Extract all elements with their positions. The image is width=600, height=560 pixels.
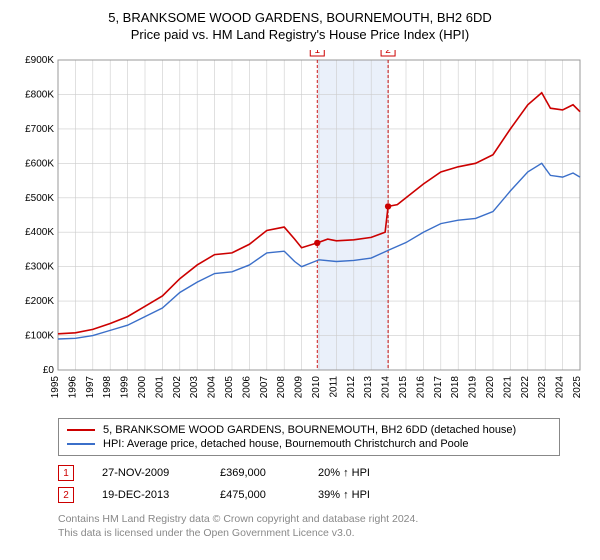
chart-container: £0 £100K £200K £300K £400K £500K £600K £700K £80…: [10, 50, 590, 410]
svg-text:2019: 2019: [468, 376, 479, 399]
svg-text:2009: 2009: [294, 376, 305, 399]
svg-text:2011: 2011: [328, 376, 339, 398]
svg-text:1999: 1999: [120, 376, 131, 399]
svg-text:2012: 2012: [346, 376, 357, 399]
title-line-1: 5, BRANKSOME WOOD GARDENS, BOURNEMOUTH, …: [10, 10, 590, 25]
footnote-line-2: This data is licensed under the Open Gov…: [58, 526, 560, 540]
legend-row-property: 5, BRANKSOME WOOD GARDENS, BOURNEMOUTH, …: [67, 423, 551, 437]
svg-text:2024: 2024: [555, 376, 566, 399]
svg-text:£900K: £900K: [25, 55, 54, 66]
svg-text:2006: 2006: [241, 376, 252, 399]
price-chart: £0 £100K £200K £300K £400K £500K £600K £700K £80…: [10, 50, 590, 410]
sale-date-2: 19-DEC-2013: [102, 489, 192, 501]
svg-text:1: 1: [314, 50, 320, 56]
svg-text:2000: 2000: [137, 376, 148, 399]
svg-text:2018: 2018: [450, 376, 461, 399]
legend-label-hpi: HPI: Average price, detached house, Bour…: [103, 438, 468, 450]
svg-text:2010: 2010: [311, 376, 322, 399]
sale-row-1: 1 27-NOV-2009 £369,000 20% ↑ HPI: [58, 462, 560, 484]
svg-text:2003: 2003: [189, 376, 200, 399]
svg-text:1997: 1997: [85, 376, 96, 399]
sale-row-2: 2 19-DEC-2013 £475,000 39% ↑ HPI: [58, 484, 560, 506]
chart-title-block: 5, BRANKSOME WOOD GARDENS, BOURNEMOUTH, …: [10, 10, 590, 42]
svg-text:2002: 2002: [172, 376, 183, 399]
footnote-line-1: Contains HM Land Registry data © Crown c…: [58, 512, 560, 526]
sale-date-1: 27-NOV-2009: [102, 467, 192, 479]
svg-text:2008: 2008: [276, 376, 287, 399]
legend: 5, BRANKSOME WOOD GARDENS, BOURNEMOUTH, …: [58, 418, 560, 456]
svg-text:2007: 2007: [259, 376, 270, 399]
legend-swatch-property: [67, 429, 95, 431]
svg-text:1998: 1998: [102, 376, 113, 399]
svg-text:2021: 2021: [502, 376, 513, 399]
legend-swatch-hpi: [67, 443, 95, 445]
svg-text:2023: 2023: [537, 376, 548, 399]
svg-text:2005: 2005: [224, 376, 235, 399]
sale-marker-2: 2: [58, 487, 74, 503]
svg-text:£500K: £500K: [25, 193, 54, 204]
svg-text:£300K: £300K: [25, 262, 54, 273]
legend-row-hpi: HPI: Average price, detached house, Bour…: [67, 437, 551, 451]
footnote: Contains HM Land Registry data © Crown c…: [58, 512, 560, 540]
svg-text:2001: 2001: [154, 376, 165, 399]
svg-text:2016: 2016: [415, 376, 426, 399]
legend-label-property: 5, BRANKSOME WOOD GARDENS, BOURNEMOUTH, …: [103, 424, 516, 436]
svg-text:£400K: £400K: [25, 227, 54, 238]
svg-text:2022: 2022: [520, 376, 531, 399]
svg-text:£0: £0: [43, 365, 55, 376]
svg-text:1995: 1995: [50, 376, 61, 399]
svg-text:2017: 2017: [433, 376, 444, 399]
sale-marker-1: 1: [58, 465, 74, 481]
sale-price-1: £369,000: [220, 467, 290, 479]
svg-text:2020: 2020: [485, 376, 496, 399]
svg-text:2025: 2025: [572, 376, 583, 399]
svg-text:£600K: £600K: [25, 158, 54, 169]
svg-text:2014: 2014: [381, 376, 392, 399]
svg-text:2004: 2004: [207, 376, 218, 399]
svg-text:£700K: £700K: [25, 124, 54, 135]
sale-delta-1: 20% ↑ HPI: [318, 467, 370, 479]
sale-price-2: £475,000: [220, 489, 290, 501]
svg-text:£800K: £800K: [25, 89, 54, 100]
sales-table: 1 27-NOV-2009 £369,000 20% ↑ HPI 2 19-DE…: [58, 462, 560, 506]
svg-text:£200K: £200K: [25, 296, 54, 307]
svg-text:£100K: £100K: [25, 331, 54, 342]
svg-text:1996: 1996: [67, 376, 78, 399]
svg-text:2013: 2013: [363, 376, 374, 399]
svg-text:2: 2: [385, 50, 391, 56]
svg-text:2015: 2015: [398, 376, 409, 399]
title-line-2: Price paid vs. HM Land Registry's House …: [10, 27, 590, 42]
sale-delta-2: 39% ↑ HPI: [318, 489, 370, 501]
